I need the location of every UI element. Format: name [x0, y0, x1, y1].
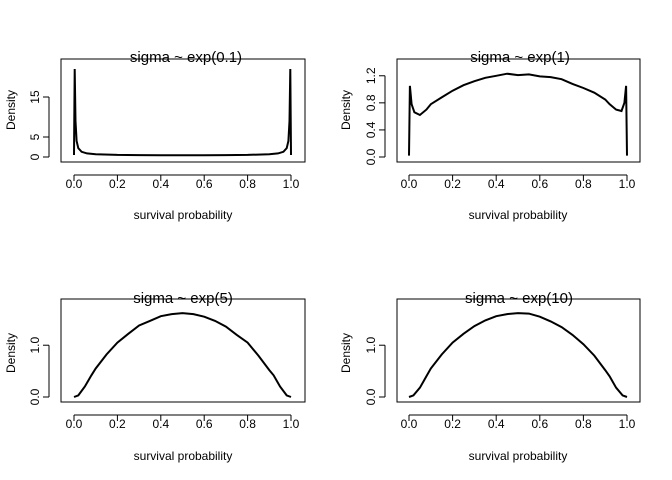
y-axis-label: Density [4, 90, 18, 130]
y-axis: 0 5 15 [28, 90, 50, 160]
x-tick-label: 0.4 [152, 177, 169, 191]
x-axis-label: survival probability [134, 449, 233, 463]
x-tick-label: 0.6 [196, 417, 213, 431]
y-axis-label: Density [339, 333, 353, 373]
x-tick-label: 0.4 [152, 417, 169, 431]
x-axis-label: survival probability [469, 208, 568, 222]
x-axis: 0.0 0.2 0.4 0.6 0.8 1.0 [66, 174, 300, 191]
x-tick-label: 0.2 [109, 177, 126, 191]
y-tick-label: 0.0 [364, 388, 378, 405]
x-tick-label: 0.8 [239, 417, 256, 431]
y-tick-label: 0 [28, 153, 42, 160]
y-tick-label: 0.8 [364, 94, 378, 111]
y-axis-label: Density [339, 90, 353, 130]
x-tick-label: 0.8 [575, 177, 592, 191]
plot-frame [396, 298, 641, 403]
panel-title: sigma ~ exp(1) [470, 49, 570, 66]
x-axis-label: survival probability [469, 449, 568, 463]
panel-sigma-exp-1: sigma ~ exp(1) survival probability Dens… [339, 49, 641, 222]
y-axis: 0.0 0.4 0.8 1.2 [364, 67, 386, 165]
x-tick-label: 0.8 [239, 177, 256, 191]
y-tick-label: 0.0 [364, 148, 378, 165]
x-tick-label: 0.4 [488, 177, 505, 191]
x-tick-label: 1.0 [283, 177, 300, 191]
x-tick-label: 0.0 [66, 177, 83, 191]
x-tick-label: 0.0 [401, 177, 418, 191]
panel-sigma-exp-0.1: sigma ~ exp(0.1) survival probability De… [4, 49, 306, 222]
x-tick-label: 0.0 [66, 417, 83, 431]
density-line [408, 312, 628, 398]
density-line [73, 312, 292, 398]
plot-frame [60, 58, 306, 163]
y-axis-label: Density [4, 333, 18, 373]
panel-sigma-exp-10: sigma ~ exp(10) survival probability Den… [339, 290, 641, 463]
x-tick-label: 0.2 [109, 417, 126, 431]
density-line [73, 68, 292, 157]
x-tick-label: 1.0 [619, 177, 636, 191]
x-tick-label: 0.8 [575, 417, 592, 431]
y-tick-label: 0.4 [364, 121, 378, 138]
x-tick-label: 0.2 [444, 177, 461, 191]
y-tick-label: 0.0 [28, 388, 42, 405]
x-tick-label: 1.0 [619, 417, 636, 431]
panel-title: sigma ~ exp(0.1) [130, 49, 242, 66]
y-tick-label: 5 [28, 133, 42, 140]
x-axis: 0.0 0.2 0.4 0.6 0.8 1.0 [401, 414, 636, 431]
x-axis: 0.0 0.2 0.4 0.6 0.8 1.0 [66, 414, 300, 431]
y-axis: 0.0 1.0 [364, 337, 386, 405]
y-tick-label: 1.0 [364, 337, 378, 354]
plot-frame [60, 298, 306, 403]
x-tick-label: 0.4 [488, 417, 505, 431]
x-tick-label: 0.2 [444, 417, 461, 431]
x-tick-label: 0.0 [401, 417, 418, 431]
x-tick-label: 1.0 [283, 417, 300, 431]
plot-frame [396, 58, 641, 163]
x-axis-label: survival probability [134, 208, 233, 222]
density-line [408, 72, 628, 156]
y-tick-label: 15 [28, 90, 42, 104]
x-tick-label: 0.6 [196, 177, 213, 191]
y-axis: 0.0 1.0 [28, 337, 50, 405]
y-tick-label: 1.0 [28, 337, 42, 354]
panel-sigma-exp-5: sigma ~ exp(5) survival probability Dens… [4, 290, 306, 463]
x-tick-label: 0.6 [531, 177, 548, 191]
y-tick-label: 1.2 [364, 67, 378, 84]
x-axis: 0.0 0.2 0.4 0.6 0.8 1.0 [401, 174, 636, 191]
x-tick-label: 0.6 [531, 417, 548, 431]
